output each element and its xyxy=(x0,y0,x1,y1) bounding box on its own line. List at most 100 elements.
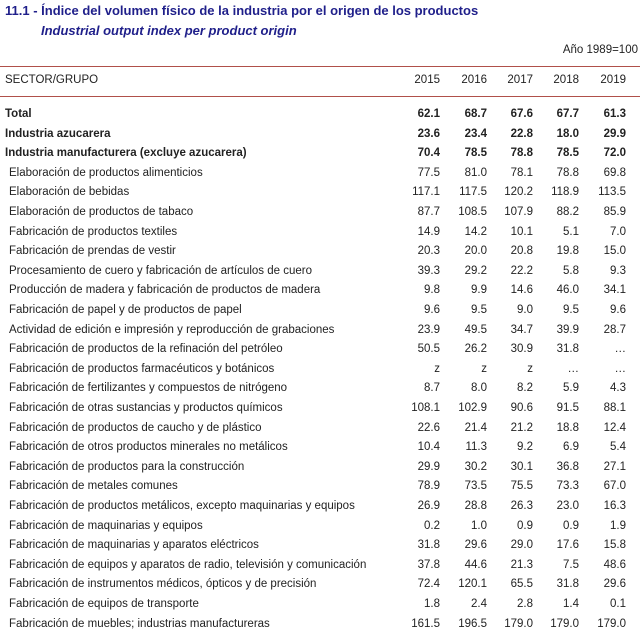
table-row: Fabricación de equipos de transporte 1.8 2… xyxy=(0,595,640,615)
value-cell-2017: 67.6 xyxy=(510,108,533,120)
value-cell-2019: 16.3 xyxy=(603,500,626,512)
value-cell-2018: 18.0 xyxy=(556,127,579,140)
row-label: Fabricación de fertilizantes y compuesto… xyxy=(9,382,288,395)
value-cell-2016: 49.5 xyxy=(464,323,487,336)
value-cell-2016: 23.4 xyxy=(464,127,487,140)
table-row: Elaboración de productos alimenticios 77.… xyxy=(0,164,640,184)
value-cell-2017: 107.9 xyxy=(504,206,533,218)
value-cell-2019: 9.3 xyxy=(610,264,626,277)
table-row: Total 62.1 68.7 67.6 67.7 61.3 xyxy=(0,105,640,125)
value-cell-2019: … xyxy=(614,343,627,356)
value-cell-2019: … xyxy=(614,362,627,375)
row-label: Industria azucarera xyxy=(5,127,111,140)
value-cell-2019: 69.8 xyxy=(603,166,626,179)
page-title: 11.1 - Índice del volumen físico de la i… xyxy=(5,3,479,18)
value-cell-2018: … xyxy=(567,362,580,375)
value-cell-2016: 26.2 xyxy=(464,343,487,356)
value-cell-2015: 14.9 xyxy=(417,225,440,238)
value-cell-2018: 118.9 xyxy=(551,186,579,199)
value-cell-2018: 88.2 xyxy=(556,206,579,218)
row-label: Procesamiento de cuero y fabricación de … xyxy=(9,264,312,277)
value-cell-2016: 120.1 xyxy=(458,578,487,591)
value-cell-2018: 18.8 xyxy=(556,421,579,434)
row-label: Fabricación de maquinarias y aparatos el… xyxy=(9,539,259,552)
value-cell-2015: 22.6 xyxy=(417,421,440,434)
value-cell-2017: 9.0 xyxy=(517,304,533,316)
row-label: Fabricación de productos farmacéuticos y… xyxy=(9,362,275,375)
value-cell-2016: 73.5 xyxy=(464,480,487,493)
value-cell-2015: 70.4 xyxy=(417,147,440,160)
table-row: Industria azucarera 23.6 23.4 22.8 18.0 29.9 xyxy=(0,125,640,145)
value-cell-2018: 5.1 xyxy=(563,225,579,238)
value-cell-2018: 39.9 xyxy=(556,323,579,336)
row-label: Fabricación de otros productos minerales… xyxy=(9,441,288,454)
value-cell-2019: 72.0 xyxy=(603,147,626,160)
value-cell-2017: 75.5 xyxy=(510,480,533,493)
page-subtitle: Industrial output index per product orig… xyxy=(41,23,297,38)
value-cell-2015: 29.9 xyxy=(417,460,440,473)
value-cell-2017: 2.8 xyxy=(517,598,533,610)
table-number: 11.1 xyxy=(5,3,30,18)
value-cell-2016: 29.6 xyxy=(464,539,487,552)
table-row: Fabricación de metales comunes 78.9 73.5 75… xyxy=(0,477,640,497)
value-cell-2019: 34.1 xyxy=(603,284,626,297)
value-cell-2016: 30.2 xyxy=(464,460,487,473)
value-cell-2015: 108.1 xyxy=(411,402,440,414)
value-cell-2015: z xyxy=(434,362,440,375)
table-row: Fabricación de productos de caucho y de … xyxy=(0,419,640,439)
value-cell-2016: 20.0 xyxy=(464,245,487,258)
row-label: Actividad de edición e impresión y repro… xyxy=(9,323,335,336)
value-cell-2019: 1.9 xyxy=(610,519,626,532)
value-cell-2018: 31.8 xyxy=(556,343,579,356)
value-cell-2018: 17.6 xyxy=(556,539,579,552)
column-header-2017: 2017 xyxy=(507,74,533,86)
value-cell-2017: z xyxy=(527,362,533,375)
table-row: Fabricación de productos farmacéuticos y… xyxy=(0,360,640,380)
value-cell-2018: 91.5 xyxy=(556,402,579,414)
value-cell-2016: 9.5 xyxy=(471,304,487,316)
row-label: Fabricación de productos para la constru… xyxy=(9,460,245,473)
table-row: Fabricación de productos textiles 14.9 14.… xyxy=(0,223,640,243)
row-label: Elaboración de productos alimenticios xyxy=(9,166,203,179)
row-label: Elaboración de productos de tabaco xyxy=(9,206,194,218)
row-label: Fabricación de maquinarias y equipos xyxy=(9,519,203,532)
table-row: Fabricación de otras sustancias y produc… xyxy=(0,399,640,419)
value-cell-2015: 26.9 xyxy=(417,500,440,512)
table-row: Industria manufacturera (excluye azucare… xyxy=(0,144,640,164)
header-rule xyxy=(0,96,640,97)
value-cell-2019: 85.9 xyxy=(603,206,626,218)
table-row: Fabricación de productos metálicos, exce… xyxy=(0,497,640,517)
value-cell-2018: 7.5 xyxy=(563,558,579,571)
value-cell-2018: 6.9 xyxy=(563,441,579,454)
value-cell-2017: 0.9 xyxy=(517,519,533,532)
table-row: Actividad de edición e impresión y repro… xyxy=(0,321,640,341)
table-row: Fabricación de maquinarias y aparatos el… xyxy=(0,536,640,556)
column-header-2018: 2018 xyxy=(553,74,579,86)
value-cell-2018: 179.0 xyxy=(550,617,579,630)
value-cell-2015: 78.9 xyxy=(417,480,440,493)
value-cell-2017: 20.8 xyxy=(510,245,533,258)
value-cell-2016: 68.7 xyxy=(464,108,487,120)
row-label: Fabricación de equipos de transporte xyxy=(9,598,199,610)
value-cell-2019: 29.9 xyxy=(603,127,626,140)
value-cell-2015: 23.6 xyxy=(417,127,440,140)
value-cell-2016: 28.8 xyxy=(464,500,487,512)
value-cell-2017: 30.9 xyxy=(510,343,533,356)
value-cell-2017: 30.1 xyxy=(510,460,533,473)
value-cell-2018: 73.3 xyxy=(556,480,579,493)
row-label: Fabricación de instrumentos médicos, ópt… xyxy=(9,578,317,591)
table-row: Fabricación de fertilizantes y compuesto… xyxy=(0,379,640,399)
value-cell-2017: 21.3 xyxy=(510,558,533,571)
value-cell-2016: 9.9 xyxy=(471,284,487,297)
value-cell-2016: 14.2 xyxy=(464,225,487,238)
table-row: Fabricación de otros productos minerales… xyxy=(0,438,640,458)
value-cell-2016: 108.5 xyxy=(458,206,487,218)
value-cell-2019: 113.5 xyxy=(598,186,626,199)
value-cell-2015: 37.8 xyxy=(417,558,440,571)
value-cell-2015: 0.2 xyxy=(424,519,440,532)
value-cell-2017: 26.3 xyxy=(510,500,533,512)
value-cell-2015: 8.7 xyxy=(424,382,440,395)
column-header-sector: SECTOR/GRUPO xyxy=(5,74,99,86)
value-cell-2016: 21.4 xyxy=(464,421,487,434)
value-cell-2017: 22.2 xyxy=(510,264,533,277)
